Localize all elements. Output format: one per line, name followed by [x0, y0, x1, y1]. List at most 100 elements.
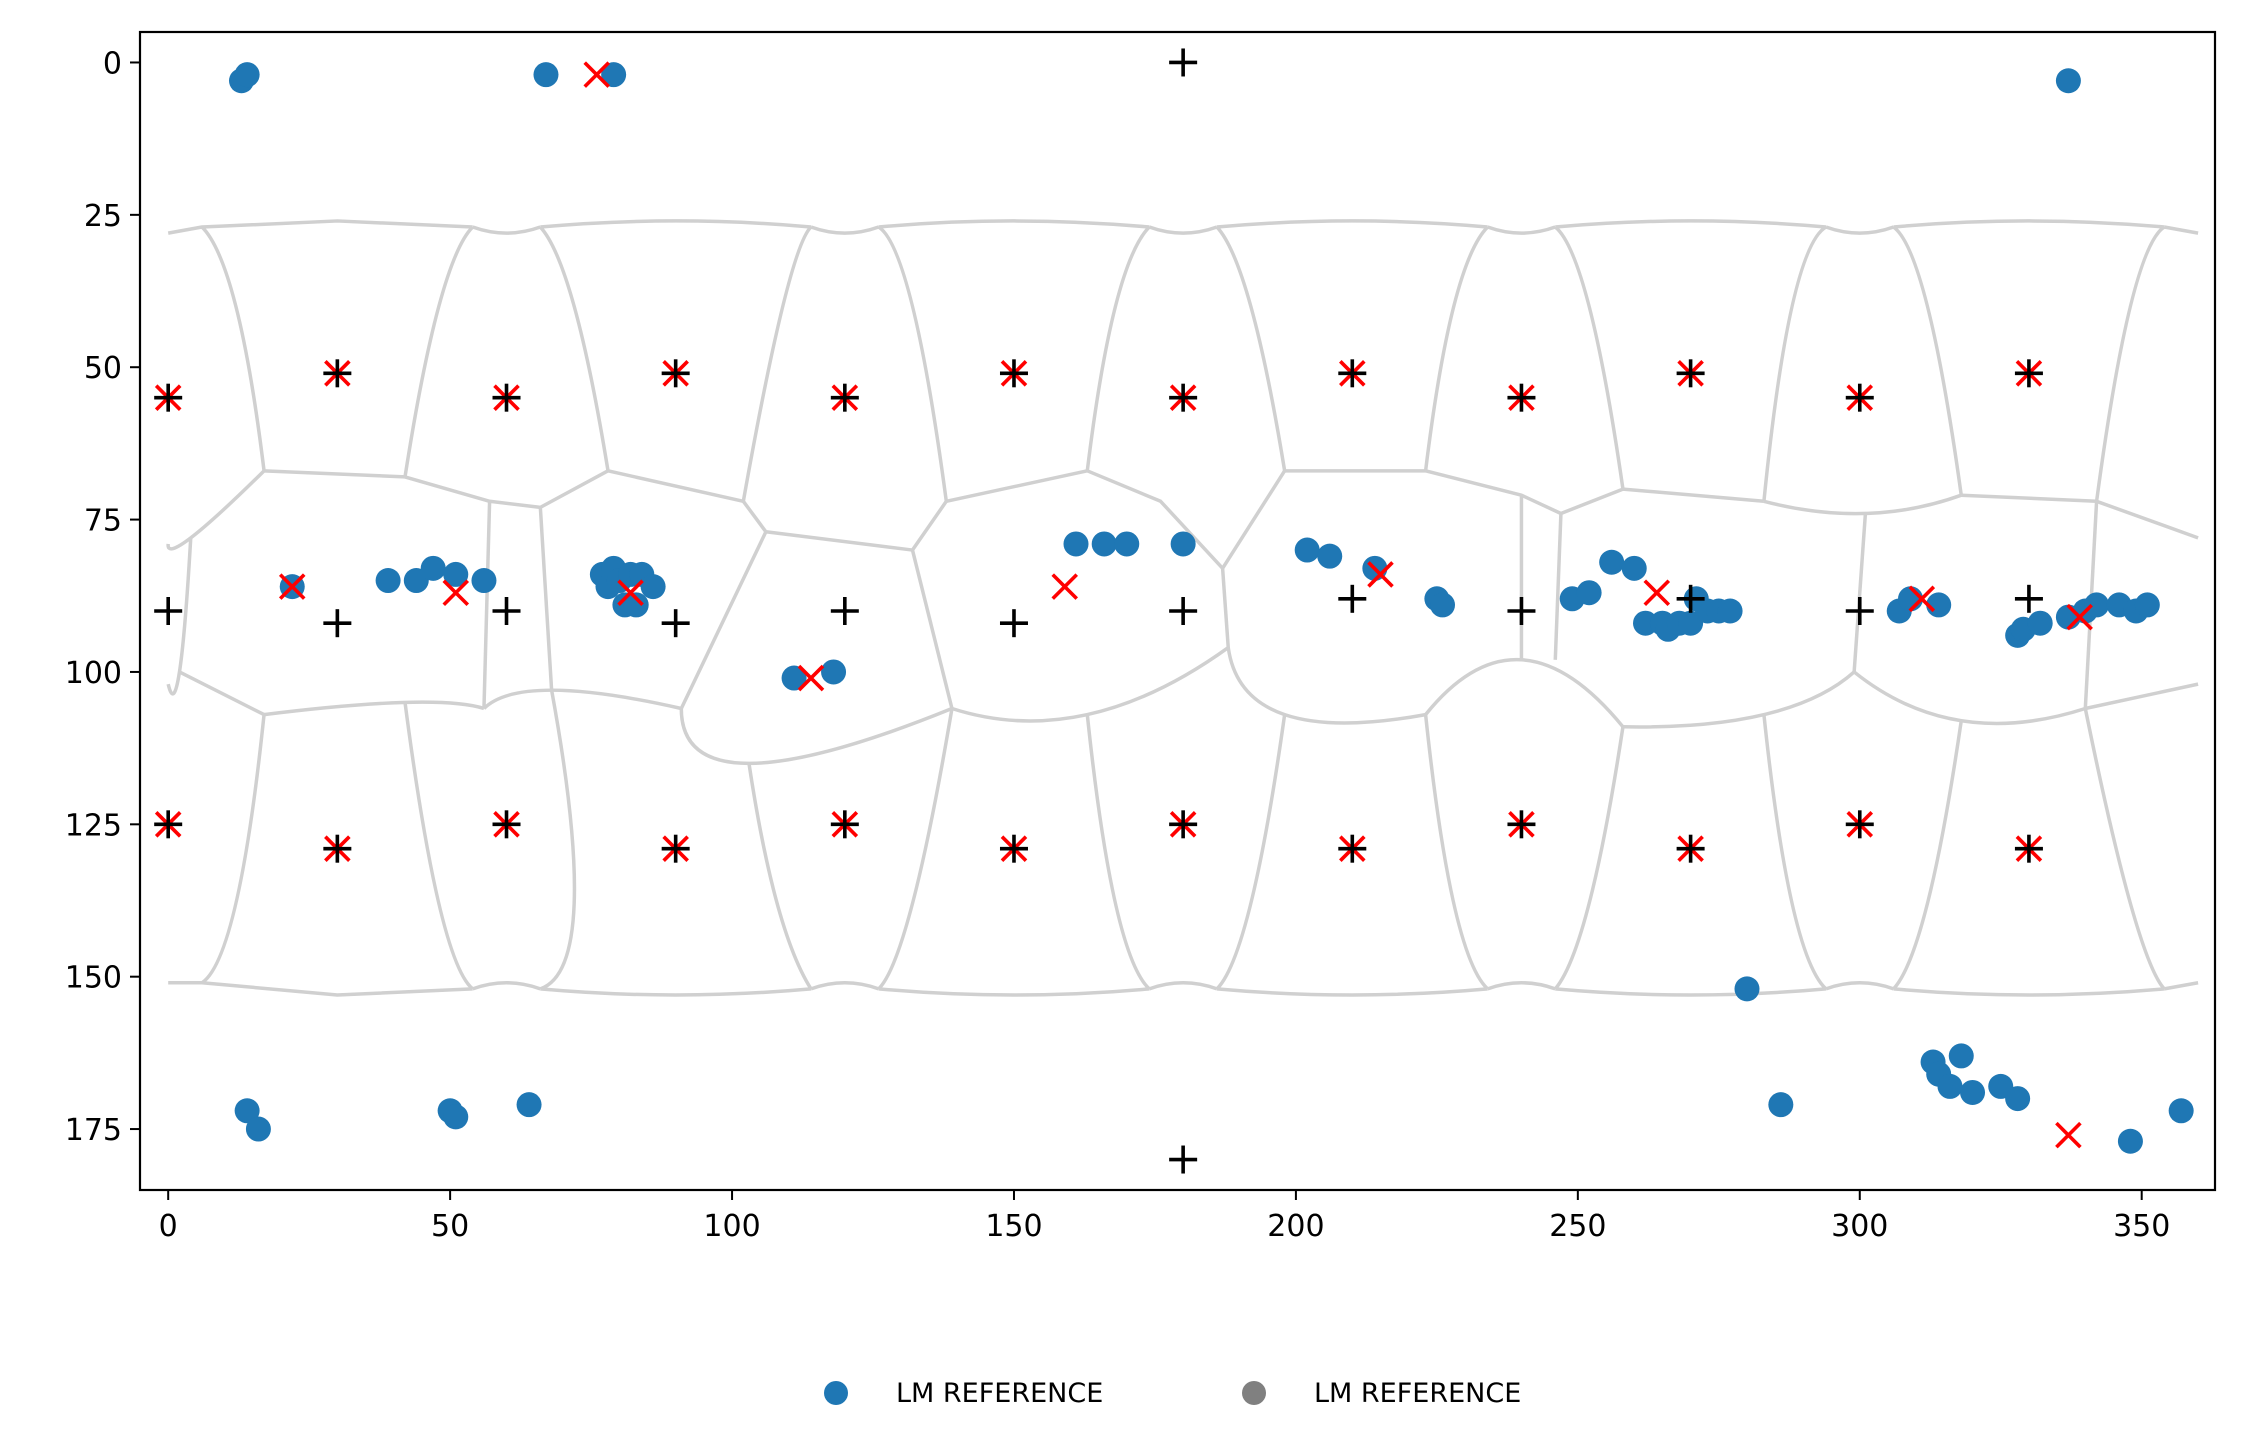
- cell-edge: [1554, 225, 1625, 490]
- cell-edge: [810, 981, 880, 991]
- data-point: [1170, 531, 1196, 557]
- data-point: [623, 592, 649, 618]
- legend-item: LM REFERENCE: [824, 1378, 1103, 1409]
- plus-marker: [830, 597, 859, 625]
- plus-marker: [1845, 383, 1874, 412]
- data-point: [781, 665, 807, 691]
- data-point: [1937, 1073, 1963, 1099]
- cell-edge: [1423, 714, 1489, 991]
- cell-edge: [810, 225, 880, 235]
- x-marker: [1908, 585, 1936, 613]
- data-point: [1768, 1092, 1794, 1118]
- cell-edge: [1893, 987, 2165, 997]
- legend-label: LM REFERENCE: [896, 1378, 1103, 1409]
- data-point: [375, 568, 401, 594]
- cell-edge: [539, 689, 577, 991]
- data-point: [2005, 1086, 2031, 1112]
- cell-edge: [679, 531, 768, 710]
- x-marker-stroke: [797, 664, 825, 692]
- plus-marker: [154, 383, 183, 412]
- data-point: [1294, 537, 1320, 563]
- data-point: [234, 1098, 260, 1124]
- plus-marker: [2014, 834, 2043, 863]
- cell-edge: [403, 225, 474, 478]
- x-axis: 0 50 100 150 200 250 300 350: [159, 1190, 2170, 1244]
- plus-marker: [830, 383, 859, 412]
- plus-marker: [1169, 48, 1198, 77]
- plus-marker: [661, 359, 690, 388]
- plus-marker: [1338, 834, 1367, 863]
- x-marker-stroke: [583, 61, 610, 88]
- cell-edge: [1961, 493, 2097, 504]
- data-point: [471, 568, 497, 594]
- plus-marker: [492, 597, 521, 625]
- cell-edge: [741, 500, 948, 552]
- cell-edge: [1762, 714, 1828, 991]
- cell-edge: [538, 507, 554, 691]
- data-point: [420, 555, 446, 581]
- x-marker-stroke: [442, 579, 470, 606]
- plus-marker: [323, 359, 352, 388]
- plus-marker: [1169, 383, 1198, 412]
- plus-marker: [1507, 597, 1536, 625]
- plus-marker: [1676, 359, 1705, 388]
- x-marker: [1367, 561, 1394, 588]
- x-tick-label: 200: [1267, 1209, 1324, 1244]
- x-marker: [617, 579, 644, 606]
- plus-marker: [999, 609, 1028, 638]
- cell-edge: [1892, 720, 1963, 991]
- x-marker: [278, 573, 306, 600]
- data-point: [2117, 1128, 2143, 1154]
- x-tick-label: 250: [1549, 1209, 1606, 1244]
- x-tick-label: 0: [159, 1209, 178, 1244]
- cell-edge: [747, 763, 813, 990]
- plus-marker: [1676, 834, 1705, 863]
- cell-edge: [166, 469, 266, 551]
- cell-edge: [2094, 225, 2166, 502]
- data-point: [1063, 531, 1089, 557]
- cell-edge: [1893, 219, 2165, 229]
- x-marker-stroke: [1908, 585, 1936, 613]
- data-point: [2134, 592, 2160, 618]
- data-point: [640, 574, 666, 600]
- data-point: [245, 1116, 271, 1142]
- cell-edge: [1555, 219, 1827, 229]
- data-point: [1317, 543, 1343, 569]
- plus-marker: [1845, 597, 1874, 625]
- cell-edge: [539, 225, 610, 472]
- x-marker: [2066, 603, 2093, 631]
- cell-edge: [1553, 726, 1625, 991]
- plus-marker: [154, 597, 183, 625]
- cell-edge: [1555, 987, 1827, 997]
- cell-edge: [1762, 225, 1827, 502]
- data-point: [533, 62, 559, 88]
- cell-edge: [1085, 225, 1151, 472]
- plus-marker: [2014, 584, 2043, 613]
- cell-edge: [607, 469, 744, 504]
- data-point: [2084, 592, 2110, 618]
- data-point: [821, 659, 847, 685]
- cell-edge: [1424, 657, 1625, 728]
- cell-edge: [1622, 670, 1856, 729]
- x-marker-stroke: [2055, 1121, 2082, 1149]
- cell-edge: [482, 501, 492, 709]
- plus-marker: [1169, 597, 1198, 625]
- cell-edge: [951, 646, 1230, 723]
- legend-marker: [1242, 1381, 1266, 1405]
- legend-item: LM REFERENCE: [1242, 1378, 1521, 1409]
- cell-edge: [1423, 225, 1489, 472]
- cell-edge: [2083, 708, 2166, 991]
- data-point: [601, 62, 627, 88]
- plus-marker: [1169, 1145, 1198, 1174]
- cell-edge: [1892, 225, 1963, 496]
- cell-edge: [877, 225, 949, 502]
- legend-label: LM REFERENCE: [1314, 1378, 1521, 1409]
- x-marker: [797, 664, 825, 692]
- cell-edge: [472, 225, 541, 235]
- y-tick-label: 125: [65, 808, 122, 843]
- plus-marker: [661, 609, 690, 638]
- cell-edge: [1216, 219, 1488, 229]
- cell-edge: [2163, 225, 2199, 235]
- plus-marker: [661, 834, 690, 863]
